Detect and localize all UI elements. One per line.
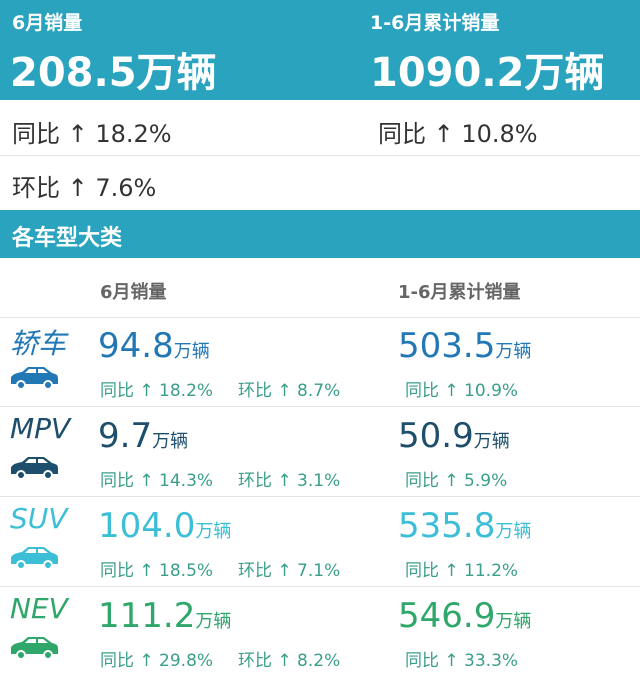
cumulative-total: 1090.2万辆 xyxy=(370,50,605,96)
row-name: NEV xyxy=(10,592,68,625)
yoy: 同比 ↑ 18.5% xyxy=(100,561,214,581)
sales-figure: 50.9万辆 xyxy=(398,416,510,456)
yoy: 同比 ↑ 33.3% xyxy=(405,651,519,671)
sales-value: 9.7 xyxy=(98,416,153,456)
sales-figure: 104.0万辆 xyxy=(98,506,231,546)
separator xyxy=(0,406,640,407)
mom: 环比 ↑ 7.1% xyxy=(238,561,341,581)
sales-figure: 9.7万辆 xyxy=(98,416,188,456)
sales-value: 94.8 xyxy=(98,326,174,366)
yoy: 同比 ↑ 10.9% xyxy=(405,381,519,401)
monthly-label: 6月销量 xyxy=(12,12,83,34)
yoy: 同比 ↑ 5.9% xyxy=(405,471,508,491)
car-icon xyxy=(11,457,58,480)
sales-value: 104.0 xyxy=(98,506,196,546)
sales-unit: 万辆 xyxy=(173,341,210,362)
yoy: 同比 ↑ 29.8% xyxy=(100,651,214,671)
section-band xyxy=(0,210,640,258)
mom: 环比 ↑ 8.7% xyxy=(238,381,341,401)
row-name: MPV xyxy=(10,412,71,445)
sales-figure: 503.5万辆 xyxy=(398,326,531,366)
separator xyxy=(0,317,640,318)
separator xyxy=(0,586,640,587)
separator xyxy=(0,155,640,156)
sales-figure: 94.8万辆 xyxy=(98,326,210,366)
sales-unit: 万辆 xyxy=(495,341,532,362)
sales-value: 50.9 xyxy=(398,416,474,456)
sales-unit: 万辆 xyxy=(495,611,532,632)
column-header: 1-6月累计销量 xyxy=(398,282,521,303)
sales-unit: 万辆 xyxy=(473,431,510,452)
header-band xyxy=(0,0,640,100)
monthly-total: 208.5万辆 xyxy=(10,50,217,96)
monthly-yoy: 同比 ↑ 18.2% xyxy=(12,120,172,148)
yoy: 同比 ↑ 11.2% xyxy=(405,561,519,581)
car-icon xyxy=(11,547,58,570)
mom: 环比 ↑ 3.1% xyxy=(238,471,341,491)
sales-value: 535.8 xyxy=(398,506,496,546)
sales-value: 546.9 xyxy=(398,596,496,636)
sales-value: 503.5 xyxy=(398,326,496,366)
sales-figure: 111.2万辆 xyxy=(98,596,231,636)
sales-unit: 万辆 xyxy=(195,611,232,632)
cumulative-label: 1-6月累计销量 xyxy=(370,12,500,34)
car-icon xyxy=(11,637,58,660)
sales-unit: 万辆 xyxy=(152,431,189,452)
separator xyxy=(0,496,640,497)
mom: 环比 ↑ 8.2% xyxy=(238,651,341,671)
car-icon xyxy=(11,367,58,390)
sales-unit: 万辆 xyxy=(495,521,532,542)
yoy: 同比 ↑ 18.2% xyxy=(100,381,214,401)
yoy: 同比 ↑ 14.3% xyxy=(100,471,214,491)
monthly-mom: 环比 ↑ 7.6% xyxy=(12,174,157,202)
sales-figure: 535.8万辆 xyxy=(398,506,531,546)
sales-unit: 万辆 xyxy=(195,521,232,542)
cumulative-yoy: 同比 ↑ 10.8% xyxy=(378,120,538,148)
row-name: SUV xyxy=(10,502,68,535)
sales-value: 111.2 xyxy=(98,596,196,636)
column-header: 6月销量 xyxy=(100,282,167,303)
row-name: 轿车 xyxy=(10,327,67,360)
sales-figure: 546.9万辆 xyxy=(398,596,531,636)
section-title: 各车型大类 xyxy=(12,226,123,251)
